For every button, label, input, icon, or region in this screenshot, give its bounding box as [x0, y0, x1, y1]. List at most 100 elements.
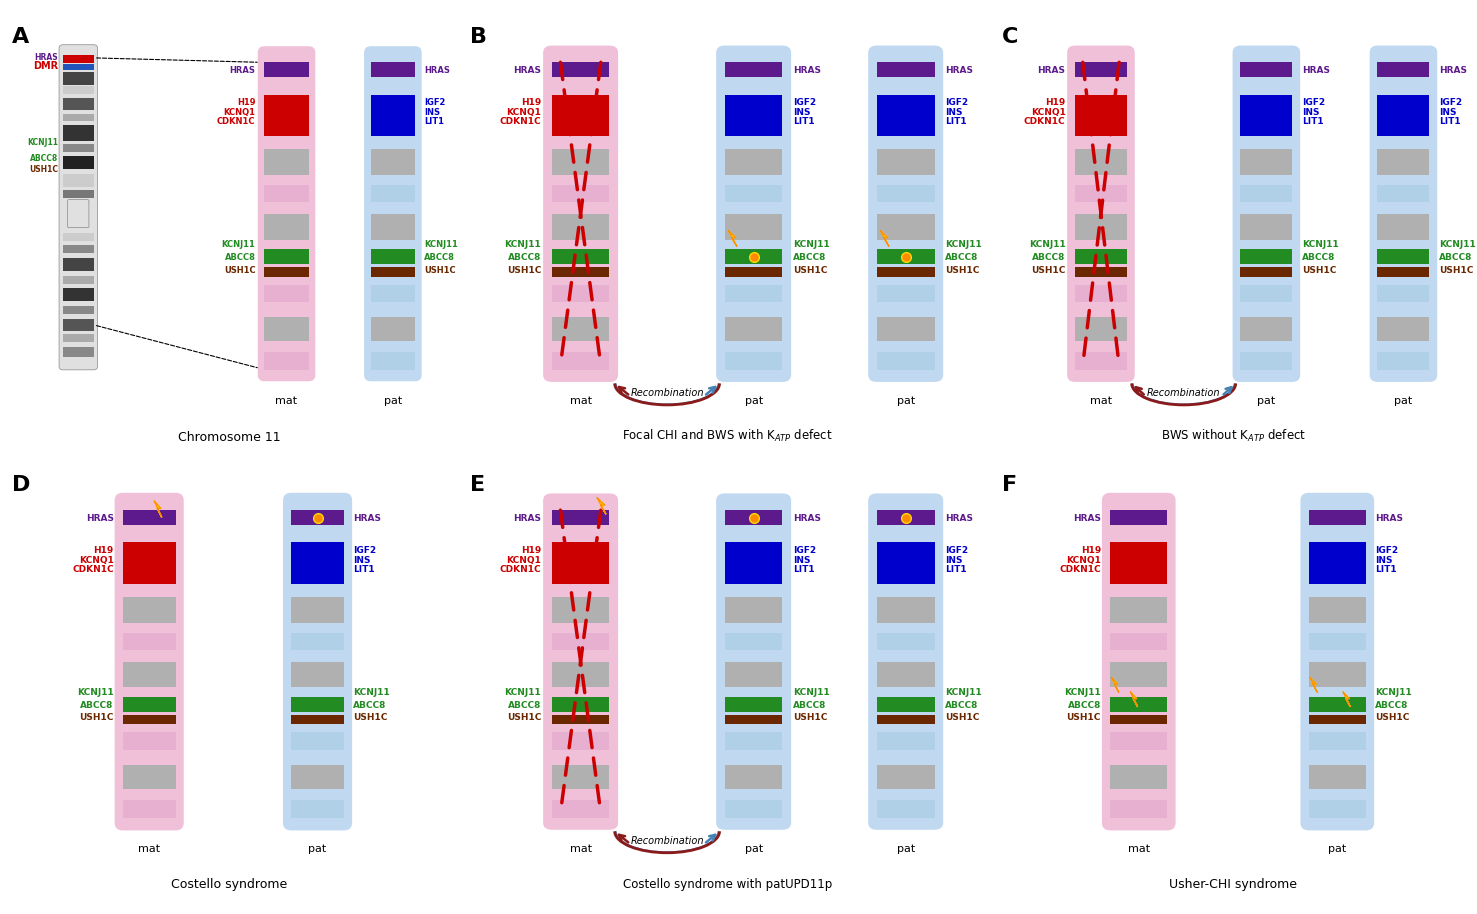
Text: BWS without K$_{ATP}$ defect: BWS without K$_{ATP}$ defect [1161, 428, 1306, 443]
Bar [552, 284, 610, 303]
Bar [1111, 510, 1167, 525]
Text: Recombination: Recombination [1148, 388, 1220, 398]
Bar [1378, 149, 1430, 175]
Bar [725, 185, 783, 203]
Bar [291, 597, 344, 623]
Text: USH1C: USH1C [1066, 714, 1100, 722]
Text: INS: INS [945, 556, 963, 565]
FancyBboxPatch shape [868, 46, 944, 382]
Bar [725, 800, 783, 818]
Text: pat: pat [384, 397, 402, 407]
Bar [291, 732, 344, 750]
Bar [1111, 697, 1167, 711]
Bar [123, 732, 176, 750]
Bar [877, 352, 935, 370]
Text: KCNJ11: KCNJ11 [1301, 239, 1338, 249]
Bar [1075, 94, 1127, 136]
Bar [1111, 732, 1167, 750]
Text: HRAS: HRAS [1375, 514, 1403, 523]
Bar [1378, 62, 1430, 77]
Text: ABCC8: ABCC8 [30, 154, 59, 163]
Bar [1241, 284, 1292, 303]
Text: ABCC8: ABCC8 [80, 701, 114, 709]
Bar [62, 87, 95, 94]
Bar [1309, 715, 1366, 725]
Text: mat: mat [1128, 845, 1149, 855]
Bar [264, 94, 309, 136]
FancyBboxPatch shape [284, 493, 352, 831]
Bar [123, 597, 176, 623]
Bar [62, 190, 95, 197]
Bar [877, 800, 935, 818]
Text: LIT1: LIT1 [1439, 117, 1461, 126]
Polygon shape [1130, 692, 1137, 707]
Bar [1241, 214, 1292, 239]
FancyBboxPatch shape [868, 494, 944, 830]
Text: KCNQ1: KCNQ1 [507, 556, 541, 565]
Text: KCNJ11: KCNJ11 [1375, 687, 1412, 696]
Bar [1309, 800, 1366, 818]
Text: pat: pat [1394, 397, 1412, 407]
Text: HRAS: HRAS [229, 66, 256, 75]
Bar [1075, 267, 1127, 277]
Bar [725, 250, 783, 263]
Text: USH1C: USH1C [793, 266, 827, 274]
Bar [123, 765, 176, 789]
Bar [371, 267, 415, 277]
Text: pat: pat [1328, 845, 1347, 855]
Polygon shape [597, 498, 606, 515]
Bar [552, 662, 610, 687]
Bar [725, 317, 783, 341]
Text: HRAS: HRAS [514, 514, 541, 523]
Bar [291, 800, 344, 818]
Bar [1075, 352, 1127, 370]
Bar [371, 250, 415, 263]
Text: HRAS: HRAS [945, 66, 973, 75]
Text: H19: H19 [1046, 98, 1065, 107]
Text: USH1C: USH1C [507, 266, 541, 274]
Text: pat: pat [309, 845, 326, 855]
Text: ABCC8: ABCC8 [1068, 701, 1100, 709]
Text: Recombination: Recombination [631, 388, 705, 398]
Bar [264, 352, 309, 370]
Text: KCNJ11: KCNJ11 [1029, 239, 1065, 249]
FancyBboxPatch shape [257, 47, 316, 381]
Text: INS: INS [945, 108, 963, 117]
Bar [552, 732, 610, 750]
Text: HRAS: HRAS [945, 514, 973, 523]
Text: mat: mat [276, 397, 297, 407]
Bar [62, 55, 95, 63]
Text: H19: H19 [521, 98, 541, 107]
Bar [877, 185, 935, 203]
Text: B: B [471, 27, 487, 47]
Bar [725, 214, 783, 239]
Text: INS: INS [1439, 108, 1456, 117]
Text: INS: INS [424, 108, 440, 117]
Text: CDKN1C: CDKN1C [499, 117, 541, 126]
Bar [62, 156, 95, 169]
Text: KCNJ11: KCNJ11 [353, 687, 390, 696]
Text: LIT1: LIT1 [945, 117, 966, 126]
Text: IGF2: IGF2 [1439, 98, 1462, 107]
Bar [371, 62, 415, 77]
Text: KCNJ11: KCNJ11 [793, 687, 830, 696]
Text: USH1C: USH1C [793, 714, 827, 722]
Text: ABCC8: ABCC8 [424, 253, 455, 261]
Text: C: C [1001, 27, 1018, 47]
Bar [62, 347, 95, 356]
Bar [877, 715, 935, 725]
Polygon shape [1310, 677, 1317, 692]
Bar [62, 98, 95, 111]
Text: KCNJ11: KCNJ11 [505, 687, 541, 696]
Text: IGF2: IGF2 [945, 98, 967, 107]
Bar [877, 597, 935, 623]
Bar [877, 510, 935, 525]
FancyBboxPatch shape [68, 199, 89, 228]
Text: USH1C: USH1C [507, 714, 541, 722]
FancyBboxPatch shape [716, 494, 792, 830]
Bar [1378, 214, 1430, 239]
Bar [62, 113, 95, 122]
Text: USH1C: USH1C [945, 714, 979, 722]
Text: CDKN1C: CDKN1C [72, 565, 114, 574]
Text: pat: pat [897, 845, 914, 855]
